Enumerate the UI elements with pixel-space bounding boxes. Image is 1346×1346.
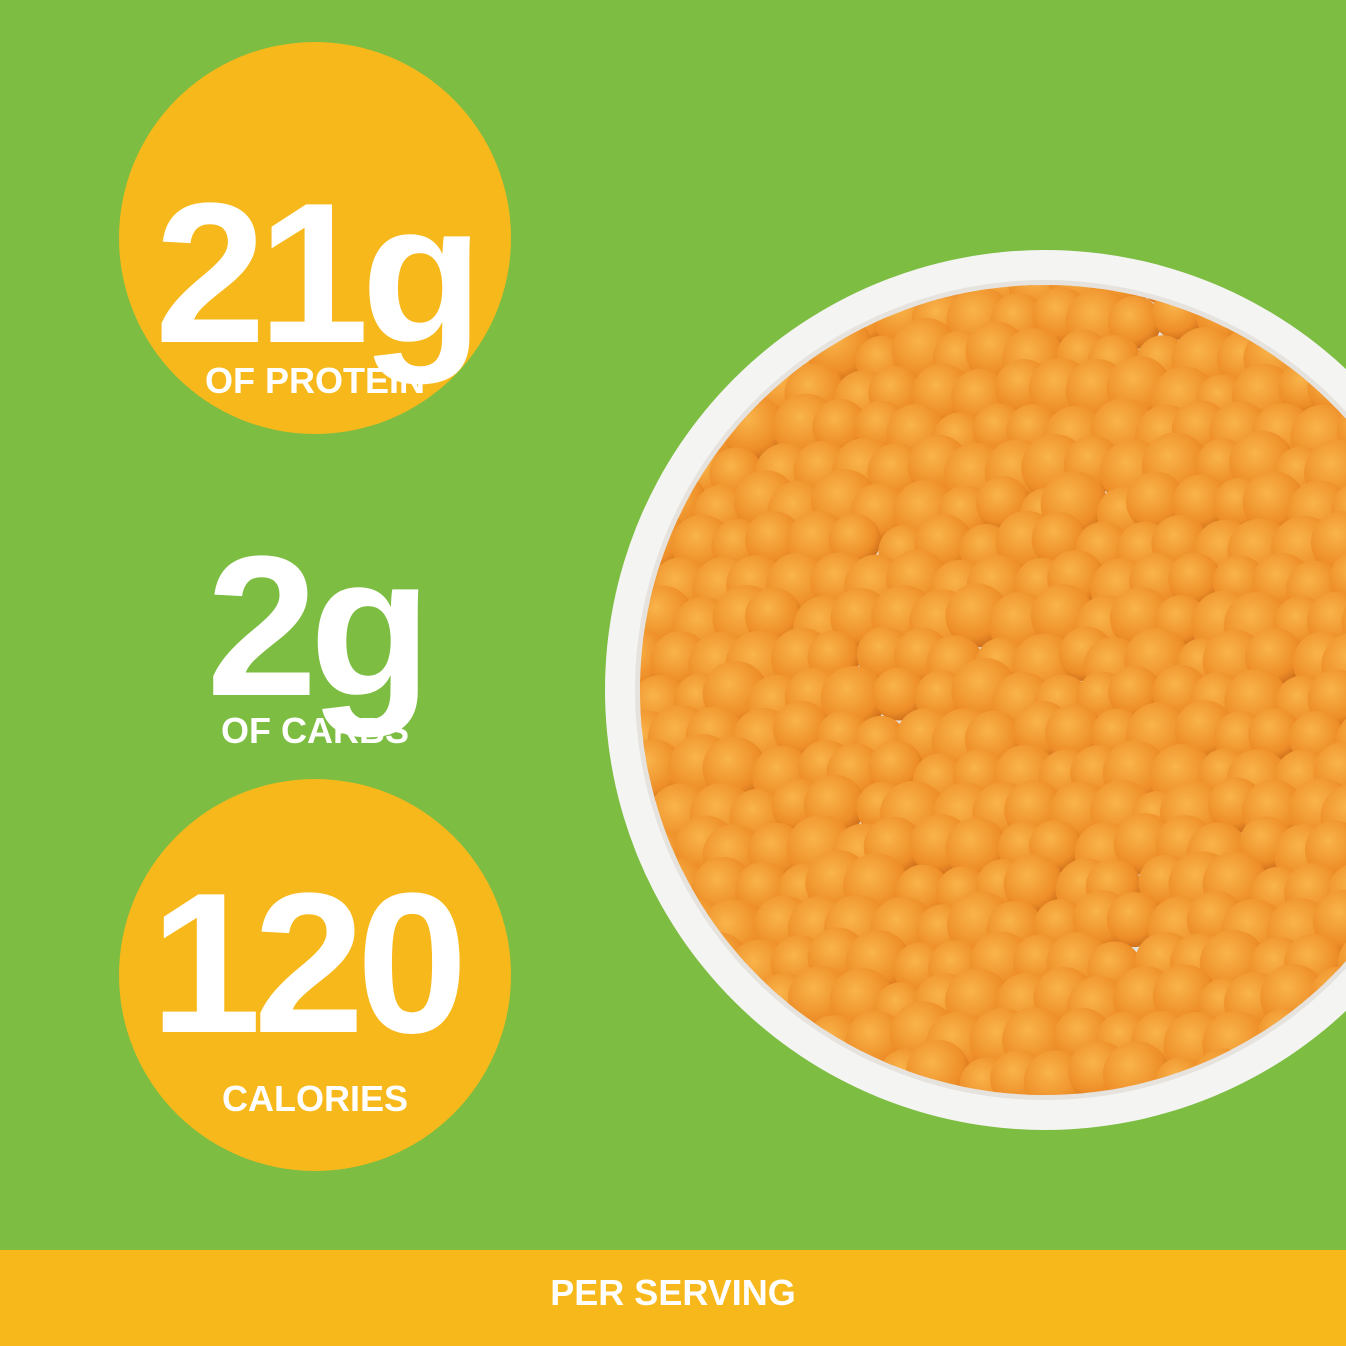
snack-ball <box>1248 708 1301 762</box>
snack-ball <box>640 627 670 691</box>
snack-ball <box>868 740 924 795</box>
snack-ball <box>1126 471 1186 532</box>
snack-ball <box>1168 552 1222 606</box>
stat-label: CALORIES <box>222 1078 408 1119</box>
stat-label: OF CARBS <box>221 710 409 751</box>
badge <box>119 42 511 434</box>
stat-label: OF PROTEIN <box>205 360 425 401</box>
snack-ball <box>640 739 685 802</box>
snack-ball <box>745 587 802 645</box>
stat-value: 2g <box>206 515 423 738</box>
snack-ball <box>1003 854 1063 914</box>
snack-ball <box>1313 889 1346 954</box>
footer-text: PER SERVING <box>550 1272 795 1313</box>
snack-pile <box>640 285 1346 1095</box>
footer-bar <box>0 1250 1346 1346</box>
stat-value: 120 <box>150 852 460 1075</box>
stat-value: 21g <box>155 162 476 385</box>
snack-ball <box>872 667 926 721</box>
badge <box>119 779 511 1171</box>
snack-ball <box>1329 551 1346 607</box>
snack-ball <box>1310 511 1346 575</box>
snack-ball <box>1106 892 1162 948</box>
